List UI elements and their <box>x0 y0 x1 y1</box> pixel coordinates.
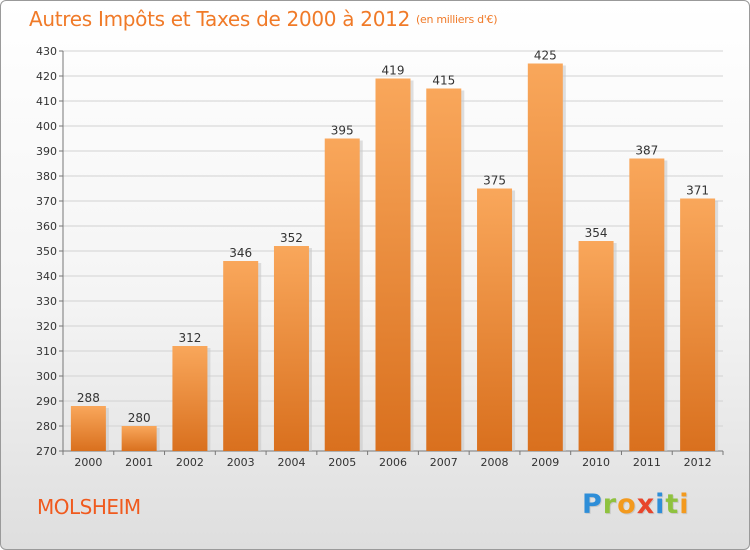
x-tick-label: 2004 <box>277 456 305 469</box>
x-tick-label: 2012 <box>684 456 712 469</box>
logo-letter: r <box>602 489 618 520</box>
proxiti-logo: Proxiti <box>582 489 690 520</box>
y-tick-label: 430 <box>36 45 57 58</box>
bar-value-label: 425 <box>534 49 557 63</box>
y-tick-label: 410 <box>36 95 57 108</box>
bar <box>477 188 513 451</box>
y-tick-label: 300 <box>36 370 57 383</box>
bar-value-label: 395 <box>331 124 354 138</box>
x-tick-label: 2003 <box>227 456 255 469</box>
chart-title-text: Autres Impôts et Taxes de 2000 à 2012 <box>29 7 410 31</box>
x-tick-label: 2010 <box>582 456 610 469</box>
bar <box>121 426 157 451</box>
bar-value-label: 312 <box>178 331 201 345</box>
y-tick-label: 350 <box>36 245 57 258</box>
y-tick-label: 290 <box>36 395 57 408</box>
y-tick-label: 370 <box>36 195 57 208</box>
logo-letter: i <box>655 489 666 520</box>
bar-value-label: 280 <box>128 411 151 425</box>
y-tick-label: 390 <box>36 145 57 158</box>
bar-value-label: 387 <box>635 144 658 158</box>
logo-letter: x <box>636 489 656 520</box>
x-tick-label: 2000 <box>74 456 102 469</box>
x-tick-label: 2009 <box>531 456 559 469</box>
x-tick-label: 2005 <box>328 456 356 469</box>
logo-letter: t <box>665 489 680 520</box>
bar <box>527 63 563 451</box>
y-tick-label: 400 <box>36 120 57 133</box>
y-tick-label: 270 <box>36 445 57 458</box>
bar-value-label: 354 <box>585 226 608 240</box>
logo-letter: i <box>679 489 690 520</box>
chart-title-unit: (en milliers d'€) <box>416 13 498 26</box>
x-tick-label: 2001 <box>125 456 153 469</box>
y-tick-label: 360 <box>36 220 57 233</box>
bar-value-label: 419 <box>382 64 405 78</box>
x-tick-label: 2008 <box>481 456 509 469</box>
logo-letter: P <box>582 489 603 520</box>
bar-value-label: 346 <box>229 246 252 260</box>
logo-letter: o <box>617 489 637 520</box>
y-tick-label: 280 <box>36 420 57 433</box>
bar <box>273 246 309 451</box>
bar-value-label: 288 <box>77 391 100 405</box>
bars: 288 280 312 346 352 395 419 415 375 425 354 387 371 <box>70 49 719 451</box>
bar-value-label: 371 <box>686 184 709 198</box>
bar-value-label: 352 <box>280 231 303 245</box>
chart-title: Autres Impôts et Taxes de 2000 à 2012 (en… <box>29 7 497 31</box>
y-tick-label: 420 <box>36 70 57 83</box>
y-tick-label: 320 <box>36 320 57 333</box>
x-tick-label: 2002 <box>176 456 204 469</box>
bar <box>223 261 259 451</box>
bar <box>578 241 614 451</box>
bar <box>324 138 360 451</box>
bar <box>629 158 665 451</box>
bar <box>172 346 208 451</box>
bar <box>375 78 411 451</box>
x-axis-ticks: 2000 2001 2002 2003 2004 2005 2006 2007 2008 2009… <box>62 451 724 469</box>
y-tick-label: 310 <box>36 345 57 358</box>
y-tick-label: 380 <box>36 170 57 183</box>
bar-value-label: 415 <box>432 74 455 88</box>
x-tick-label: 2011 <box>633 456 661 469</box>
commune-name: MOLSHEIM <box>37 495 141 519</box>
bar-value-label: 375 <box>483 174 506 188</box>
bar <box>680 198 716 451</box>
x-tick-label: 2007 <box>430 456 458 469</box>
x-tick-label: 2006 <box>379 456 407 469</box>
y-tick-label: 330 <box>36 295 57 308</box>
bar <box>426 88 462 451</box>
bar <box>70 406 106 451</box>
y-tick-label: 340 <box>36 270 57 283</box>
